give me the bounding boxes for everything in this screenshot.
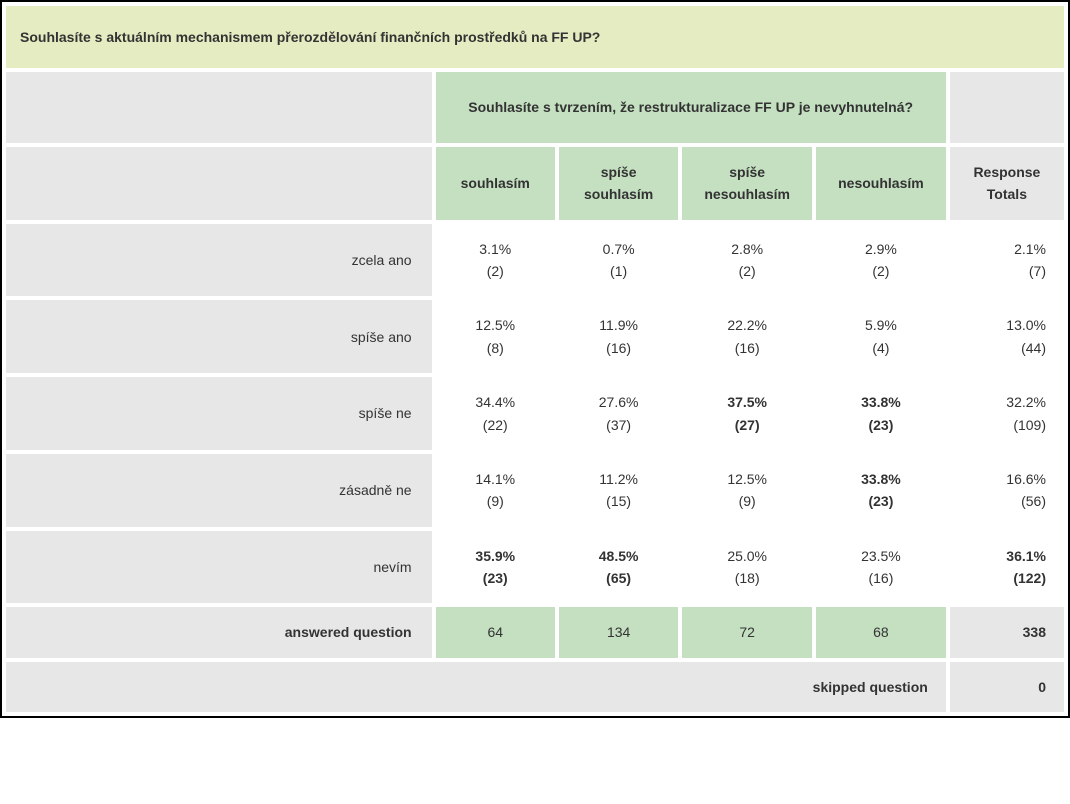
table-row: spíše ne 34.4%(22) 27.6%(37) 37.5%(27) 3… bbox=[6, 377, 1064, 450]
data-cell: 35.9%(23) bbox=[436, 531, 555, 604]
skipped-label: skipped question bbox=[6, 662, 946, 712]
data-cell: 34.4%(22) bbox=[436, 377, 555, 450]
table-row: zásadně ne 14.1%(9) 11.2%(15) 12.5%(9) 3… bbox=[6, 454, 1064, 527]
answered-cell: 134 bbox=[559, 607, 678, 657]
data-cell: 12.5%(8) bbox=[436, 300, 555, 373]
survey-crosstab-frame: Souhlasíte s aktuálním mechanismem přero… bbox=[0, 0, 1070, 718]
col-header-totals: Response Totals bbox=[950, 147, 1064, 220]
skipped-row: skipped question 0 bbox=[6, 662, 1064, 712]
row-total-cell: 2.1%(7) bbox=[950, 224, 1064, 297]
table-row: spíše ano 12.5%(8) 11.9%(16) 22.2%(16) 5… bbox=[6, 300, 1064, 373]
row-label: spíše ne bbox=[6, 377, 432, 450]
data-cell: 22.2%(16) bbox=[682, 300, 812, 373]
crosstab-table: Souhlasíte s aktuálním mechanismem přero… bbox=[2, 2, 1068, 716]
data-cell: 33.8%(23) bbox=[816, 454, 946, 527]
row-label: zcela ano bbox=[6, 224, 432, 297]
col-header-1: spíše souhlasím bbox=[559, 147, 678, 220]
skipped-value: 0 bbox=[950, 662, 1064, 712]
answered-total: 338 bbox=[950, 607, 1064, 657]
data-cell: 2.9%(2) bbox=[816, 224, 946, 297]
data-cell: 2.8%(2) bbox=[682, 224, 812, 297]
answered-cell: 64 bbox=[436, 607, 555, 657]
cross-question-row: Souhlasíte s tvrzením, že restrukturaliz… bbox=[6, 72, 1064, 142]
row-label: zásadně ne bbox=[6, 454, 432, 527]
survey-title: Souhlasíte s aktuálním mechanismem přero… bbox=[6, 6, 1064, 68]
spacer-cell bbox=[950, 72, 1064, 142]
data-cell: 37.5%(27) bbox=[682, 377, 812, 450]
col-header-2: spíše nesouhlasím bbox=[682, 147, 812, 220]
data-cell: 11.2%(15) bbox=[559, 454, 678, 527]
title-row: Souhlasíte s aktuálním mechanismem přero… bbox=[6, 6, 1064, 68]
cross-question-header: Souhlasíte s tvrzením, že restrukturaliz… bbox=[436, 72, 946, 142]
spacer-cell bbox=[6, 147, 432, 220]
data-cell: 25.0%(18) bbox=[682, 531, 812, 604]
data-cell: 48.5%(65) bbox=[559, 531, 678, 604]
data-cell: 14.1%(9) bbox=[436, 454, 555, 527]
data-cell: 33.8%(23) bbox=[816, 377, 946, 450]
row-total-cell: 13.0%(44) bbox=[950, 300, 1064, 373]
spacer-cell bbox=[6, 72, 432, 142]
row-label: nevím bbox=[6, 531, 432, 604]
answered-cell: 72 bbox=[682, 607, 812, 657]
col-header-3: nesouhlasím bbox=[816, 147, 946, 220]
data-cell: 3.1%(2) bbox=[436, 224, 555, 297]
row-total-cell: 36.1%(122) bbox=[950, 531, 1064, 604]
data-cell: 23.5%(16) bbox=[816, 531, 946, 604]
answered-cell: 68 bbox=[816, 607, 946, 657]
data-cell: 11.9%(16) bbox=[559, 300, 678, 373]
data-cell: 5.9%(4) bbox=[816, 300, 946, 373]
answered-label: answered question bbox=[6, 607, 432, 657]
col-header-0: souhlasím bbox=[436, 147, 555, 220]
table-row: zcela ano 3.1%(2) 0.7%(1) 2.8%(2) 2.9%(2… bbox=[6, 224, 1064, 297]
row-total-cell: 16.6%(56) bbox=[950, 454, 1064, 527]
data-cell: 0.7%(1) bbox=[559, 224, 678, 297]
row-total-cell: 32.2%(109) bbox=[950, 377, 1064, 450]
answered-row: answered question 64 134 72 68 338 bbox=[6, 607, 1064, 657]
data-cell: 12.5%(9) bbox=[682, 454, 812, 527]
row-label: spíše ano bbox=[6, 300, 432, 373]
column-header-row: souhlasím spíše souhlasím spíše nesouhla… bbox=[6, 147, 1064, 220]
data-cell: 27.6%(37) bbox=[559, 377, 678, 450]
table-row: nevím 35.9%(23) 48.5%(65) 25.0%(18) 23.5… bbox=[6, 531, 1064, 604]
